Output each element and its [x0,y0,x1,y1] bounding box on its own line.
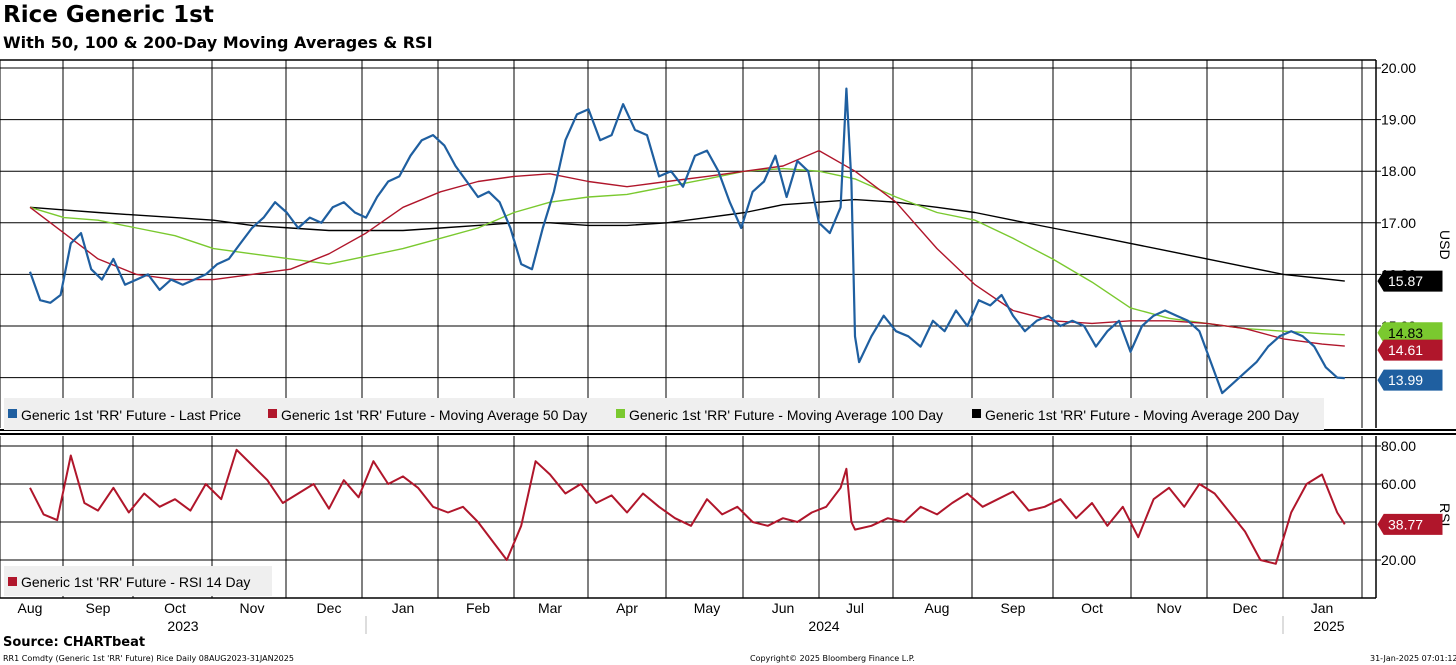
copyright: Copyright© 2025 Bloomberg Finance L.P. [750,654,915,663]
ticker-info: RR1 Comdty (Generic 1st 'RR' Future) Ric… [3,654,294,663]
ma50-line-legend-label: Generic 1st 'RR' Future - Moving Average… [281,407,587,423]
chart-subtitle: With 50, 100 & 200-Day Moving Averages &… [3,33,433,52]
rsi-badge-label: 38.77 [1388,516,1423,532]
timestamp: 31-Jan-2025 07:01:12 [1370,654,1456,663]
rsi-y-tick-label: 20.00 [1381,552,1416,568]
price-series-lines [28,87,1345,395]
x-month-label: Sep [86,600,111,616]
price-y-axis-title: USD [1437,230,1453,260]
rsi-line [29,448,1346,565]
price-y-tick-label: 19.00 [1381,112,1416,128]
x-year-label: 2025 [1313,618,1344,634]
ma200-line-legend-label: Generic 1st 'RR' Future - Moving Average… [985,407,1299,423]
ma50-badge [1377,339,1443,361]
x-month-label: Mar [538,600,562,616]
x-month-label: Jan [392,600,415,616]
last-price-badge-label: 13.99 [1388,372,1423,388]
x-month-label: Sep [1001,600,1026,616]
x-month-label: Aug [18,600,43,616]
x-month-label: Aug [925,600,950,616]
price-y-tick-label: 20.00 [1381,60,1416,76]
x-month-label: Oct [1081,600,1103,616]
ma200-badge-label: 15.87 [1388,273,1423,289]
last-price-line [28,87,1345,395]
rsi-series-lines [29,448,1346,565]
rsi-legend-swatch [8,577,17,586]
ma100-badge-label: 14.83 [1388,325,1423,341]
x-month-label: Nov [240,600,265,616]
x-month-label: Jul [846,600,864,616]
x-month-label: Feb [466,600,490,616]
ma50-badge-label: 14.61 [1388,342,1423,358]
x-month-label: Oct [164,600,186,616]
price-y-tick-label: 18.00 [1381,163,1416,179]
x-month-label: Jan [1311,600,1334,616]
x-month-label: Apr [616,600,638,616]
rsi-y-tick-label: 60.00 [1381,476,1416,492]
last-price-line-legend-label: Generic 1st 'RR' Future - Last Price [21,407,241,423]
rsi-legend-label: Generic 1st 'RR' Future - RSI 14 Day [21,574,250,590]
price-legend-box [4,398,1324,430]
source-label: Source: CHARTbeat [3,635,146,650]
x-month-label: Dec [1233,600,1258,616]
last-price-badge [1377,369,1443,391]
x-year-label: 2024 [808,618,839,634]
price-y-tick-label: 17.00 [1381,215,1416,231]
price-gridlines [0,60,1376,428]
x-month-label: Nov [1157,600,1182,616]
ma200-line-legend-swatch [972,409,981,418]
ma50-line [29,149,1345,347]
chart-title: Rice Generic 1st [3,2,214,28]
axes [0,59,1456,634]
ma200-badge [1377,270,1443,292]
x-year-label: 2023 [167,618,198,634]
ma50-line-legend-swatch [268,409,277,418]
last-price-line-legend-swatch [8,409,17,418]
x-month-label: Jun [772,600,795,616]
x-month-label: May [694,600,720,616]
rsi-y-tick-label: 80.00 [1381,438,1416,454]
ma100-line-legend-label: Generic 1st 'RR' Future - Moving Average… [629,407,943,423]
ma100-line-legend-swatch [616,409,625,418]
legends: Generic 1st 'RR' Future - Last Price Gene… [4,398,1324,596]
axis-labels: 20.0019.0018.0017.0016.0015.0080.0060.00… [18,60,1453,634]
rsi-legend-box [4,566,272,596]
rsi-badge [1377,513,1443,535]
ma200-line [29,198,1345,282]
ma100-line [29,167,1345,336]
x-month-label: Dec [317,600,342,616]
